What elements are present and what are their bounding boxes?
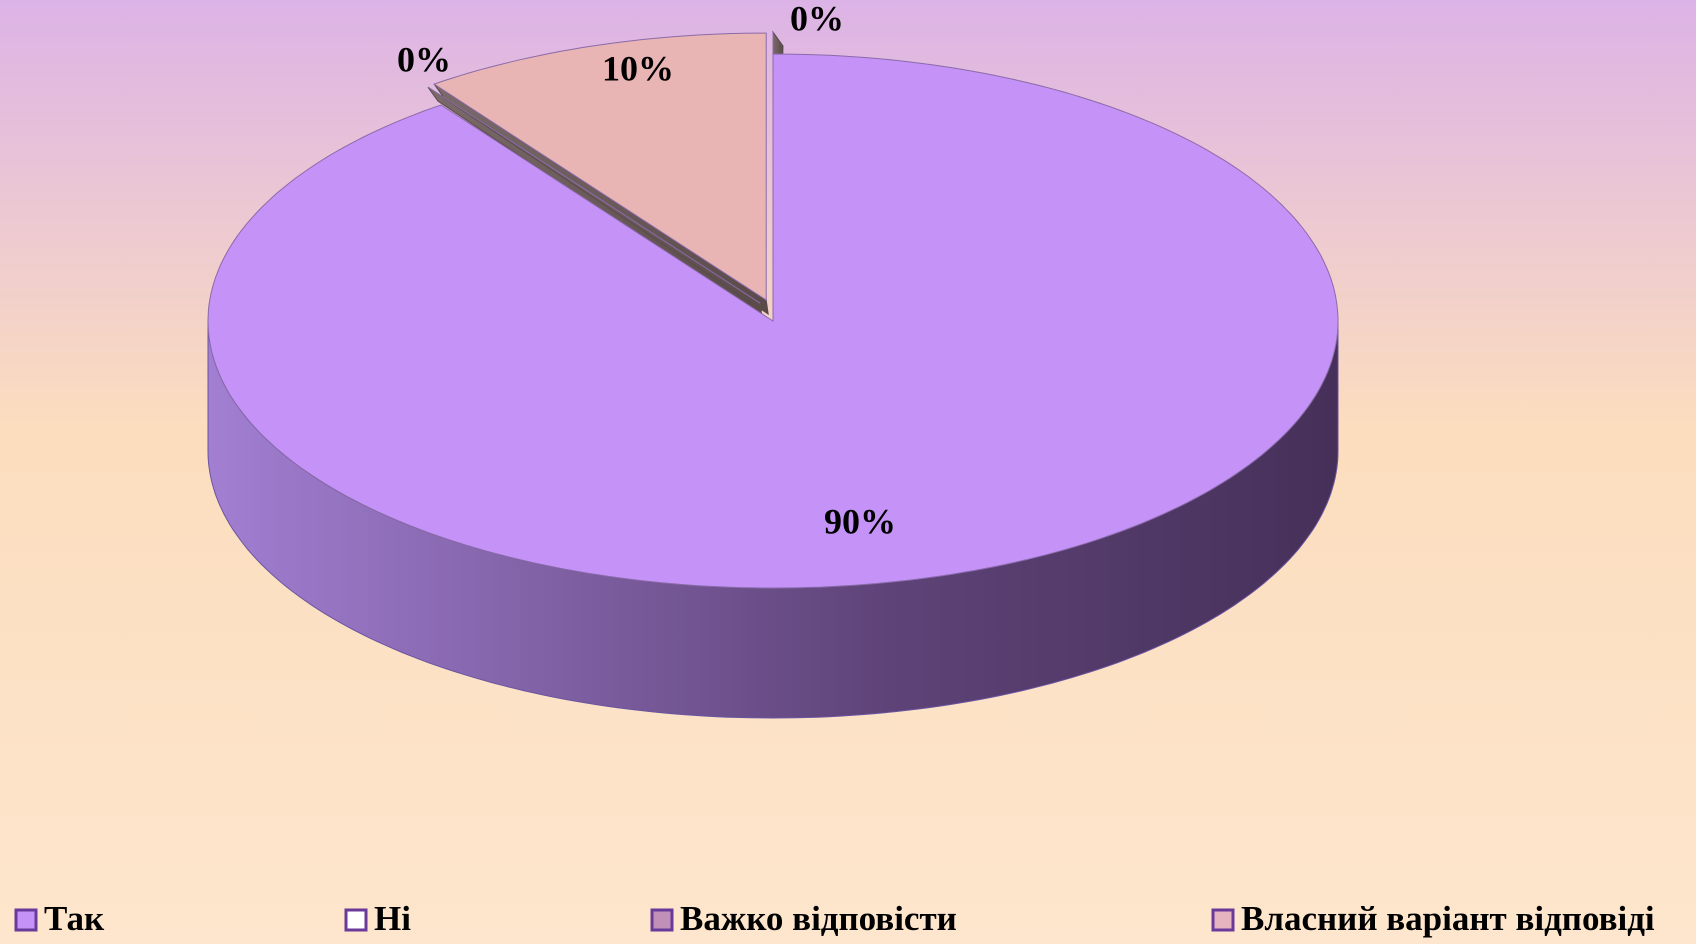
data-label: 90% — [824, 501, 896, 541]
data-label: 0% — [397, 39, 451, 79]
legend-label: Власний варіант відповіді — [1241, 899, 1655, 938]
data-label: 0% — [790, 0, 844, 38]
legend-label: Важко відповісти — [680, 899, 957, 938]
legend-swatch — [1211, 908, 1235, 932]
data-label: 10% — [602, 48, 674, 88]
pie: 90% 0% 10% 0% — [207, 0, 1339, 719]
legend-label: Ні — [374, 899, 411, 938]
legend-swatch — [14, 908, 38, 932]
legend-label: Так — [44, 899, 105, 938]
legend: Так Ні Важко відповісти Власний варіант від… — [14, 899, 1655, 938]
slice — [207, 53, 1339, 589]
legend-swatch — [650, 908, 674, 932]
slice — [427, 86, 761, 304]
legend-swatch — [344, 908, 368, 932]
slice — [432, 32, 767, 301]
